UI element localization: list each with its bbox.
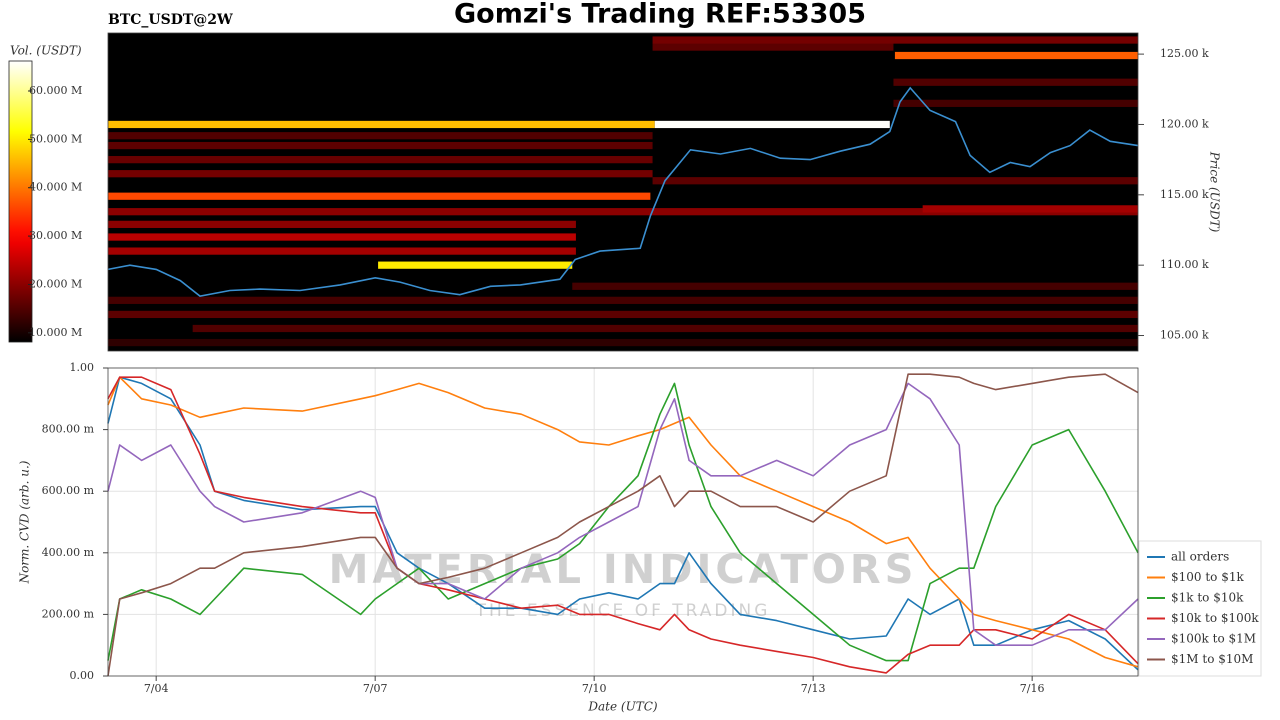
volume-band xyxy=(108,233,576,241)
x-tick-label: 7/10 xyxy=(582,682,607,695)
volume-band xyxy=(893,99,1138,107)
volume-band xyxy=(108,220,576,228)
x-tick-label: 7/04 xyxy=(144,682,169,695)
legend-label: $1k to $10k xyxy=(1171,591,1244,605)
volume-band xyxy=(893,78,1138,86)
colorbar-tick-label: 40.000 M xyxy=(29,181,82,194)
colorbar-tick-label: 50.000 M xyxy=(29,132,82,145)
volume-band xyxy=(652,43,894,51)
price-line xyxy=(107,86,1139,297)
volume-band xyxy=(108,310,1138,319)
plot-frame xyxy=(107,32,1139,352)
plot-frame xyxy=(107,367,1139,677)
series-line xyxy=(107,382,1139,662)
volume-band xyxy=(108,208,1138,216)
x-tick-label: 7/16 xyxy=(1020,682,1045,695)
y-tick-label: 125.00 k xyxy=(1160,47,1209,60)
volume-band xyxy=(108,141,653,150)
volume-band xyxy=(108,156,653,164)
y-tick-label: 115.00 k xyxy=(1160,188,1209,201)
series-line xyxy=(107,376,1139,668)
legend xyxy=(1138,540,1262,677)
series-line xyxy=(107,382,1139,646)
volume-band xyxy=(108,132,653,140)
volume-band xyxy=(652,177,1138,185)
chart-title: Gomzi's Trading REF:53305 xyxy=(454,0,866,30)
volume-band xyxy=(108,296,1138,304)
volume-band xyxy=(922,205,1138,213)
y-tick-label: 1.00 xyxy=(70,361,95,374)
legend-label: all orders xyxy=(1171,550,1229,564)
volume-band xyxy=(108,120,655,129)
y-tick-label: 800.00 m xyxy=(42,423,95,436)
volume-band xyxy=(108,170,653,178)
volume-band xyxy=(894,51,1138,60)
series-line xyxy=(107,373,1139,677)
y-tick-label: 400.00 m xyxy=(42,546,95,559)
plot-area xyxy=(108,368,1138,676)
legend-label: $100 to $1k xyxy=(1171,570,1244,584)
legend-label: $1M to $10M xyxy=(1171,652,1253,666)
y-tick-label: 0.00 xyxy=(70,669,95,682)
series-line xyxy=(107,376,1139,674)
volume-band xyxy=(192,324,1138,333)
volume-band xyxy=(654,120,890,129)
colorbar-label: Vol. (USDT) xyxy=(10,44,82,58)
colorbar-tick-label: 10.000 M xyxy=(29,326,82,339)
legend-label: $100k to $1M xyxy=(1171,632,1256,646)
y-tick-label: 600.00 m xyxy=(42,484,95,497)
x-tick-label: 7/07 xyxy=(363,682,388,695)
volume-band xyxy=(378,261,573,269)
colorbar xyxy=(8,60,33,343)
y-tick-label: 110.00 k xyxy=(1160,258,1209,271)
volume-band xyxy=(652,36,1138,44)
x-tick-label: 7/13 xyxy=(801,682,826,695)
legend-label: $10k to $100k xyxy=(1171,611,1259,625)
y-tick-label: 200.00 m xyxy=(42,607,95,620)
x-axis-label: Date (UTC) xyxy=(587,700,657,714)
volume-band xyxy=(108,247,576,255)
volume-band xyxy=(572,282,1138,290)
colorbar-tick-label: 30.000 M xyxy=(29,229,82,242)
volume-band xyxy=(108,338,1138,347)
y-tick-label: 105.00 k xyxy=(1160,329,1209,342)
y-tick-label: 120.00 k xyxy=(1160,117,1209,130)
volume-band xyxy=(108,192,651,200)
pair-label: BTC_USDT@2W xyxy=(108,12,233,28)
colorbar-tick-label: 60.000 M xyxy=(29,84,82,97)
y-axis-label: Price (USDT) xyxy=(1208,151,1222,233)
y-axis-label: Norm. CVD (arb. u.) xyxy=(18,460,32,584)
colorbar-tick-label: 20.000 M xyxy=(29,277,82,290)
